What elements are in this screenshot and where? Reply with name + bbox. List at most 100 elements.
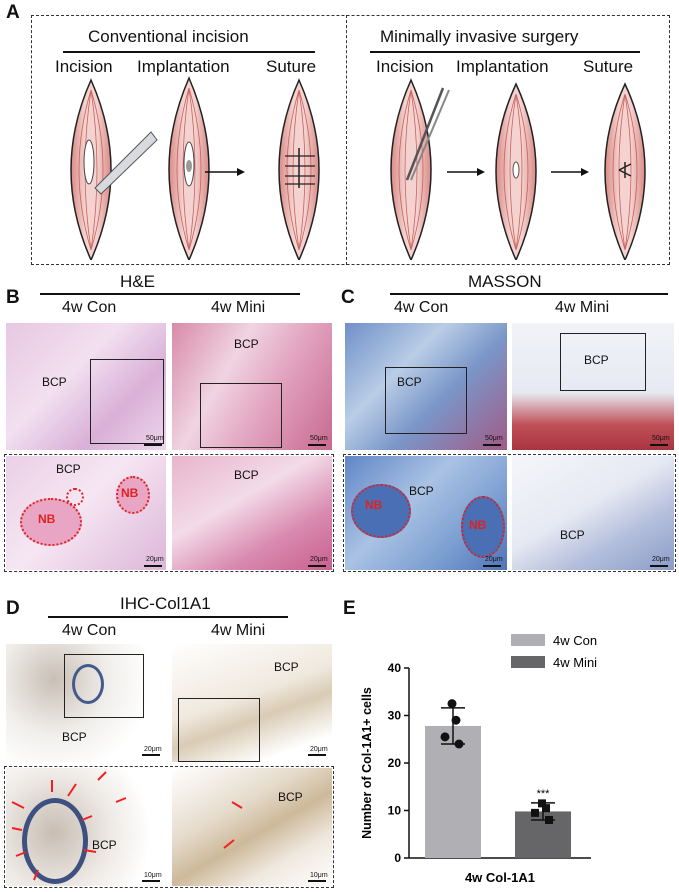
data-point	[454, 739, 464, 749]
masson-con-bottom-scalebar	[483, 565, 501, 567]
panel-a-frame	[31, 15, 670, 265]
he-title: H&E	[120, 272, 155, 291]
he-nb-region-1	[20, 498, 82, 546]
mini-step-suture: Suture	[583, 57, 634, 76]
he-rule	[40, 293, 300, 295]
y-tick-label: 30	[388, 709, 402, 723]
ihc-con-nodule	[72, 664, 104, 704]
legend-label-con: 4w Con	[553, 633, 597, 648]
ihc-con-top-image: BCP 20μm	[6, 644, 166, 762]
panel-a-divider	[346, 15, 347, 265]
he-mini-bottom-scale-label: 20μm	[310, 556, 328, 563]
masson-con-top-image: BCP 50μm	[345, 323, 507, 450]
ihc-title: IHC-Col1A1	[120, 594, 211, 613]
muscle-mini-1	[390, 78, 450, 260]
panel-label-b: B	[6, 287, 20, 308]
muscle-conv-2	[168, 76, 210, 260]
conv-step-incision: Incision	[55, 57, 113, 76]
ihc-con-bottom-nodule	[22, 798, 88, 884]
he-con-top-image: BCP 50μm	[6, 323, 166, 450]
ihc-mini-bottom-image: BCP 10μm	[172, 768, 332, 886]
masson-con-bottom-scale-label: 20μm	[485, 556, 503, 563]
masson-mini-top-scalebar	[650, 444, 668, 446]
panel-label-d: D	[6, 598, 20, 619]
y-axis-label: Number of Col-1A1+ cells	[360, 687, 374, 839]
conv-step-suture: Suture	[266, 57, 317, 76]
data-point	[451, 715, 461, 725]
muscle-mini-2	[495, 82, 537, 260]
ihc-con-zoom-box	[64, 654, 144, 718]
masson-title: MASSON	[468, 272, 542, 291]
ihc-con-bottom-bcp: BCP	[92, 838, 117, 852]
conv-step-implantation: Implantation	[137, 57, 230, 76]
he-mini-bottom-bcp: BCP	[234, 468, 259, 482]
he-con-zoom-box	[90, 359, 164, 444]
ihc-con-bottom-scalebar	[142, 880, 160, 882]
significance-stars: ***	[537, 788, 551, 800]
col1a1-bar-chart: 0 10 20 30 40 Number of Col-1A1+ cells 4w Col-…	[360, 633, 597, 885]
masson-zoom-frame	[343, 454, 676, 572]
ihc-rule	[48, 616, 288, 618]
data-point	[542, 804, 550, 813]
legend-label-mini: 4w Mini	[553, 655, 597, 670]
ihc-mini-top-image: BCP 20μm	[172, 644, 332, 762]
ihc-mini-bottom-scalebar	[308, 880, 326, 882]
he-col-mini: 4w Mini	[211, 299, 266, 316]
ihc-con-arrows	[11, 771, 127, 881]
data-point	[447, 699, 457, 709]
he-nb-label-1: NB	[38, 512, 56, 526]
masson-nb-label-2: NB	[469, 518, 487, 532]
muscle-mini-3	[604, 82, 646, 260]
ihc-mini-bottom-bcp: BCP	[278, 790, 303, 804]
masson-rule	[390, 293, 668, 295]
he-nb-region-3	[66, 488, 84, 506]
masson-mini-bottom-scalebar	[650, 565, 668, 567]
masson-con-top-scalebar	[483, 444, 501, 446]
he-con-top-scale-label: 50μm	[146, 435, 164, 442]
data-point	[440, 732, 450, 742]
panel-label-e: E	[343, 598, 356, 619]
ihc-con-top-bcp: BCP	[62, 730, 87, 744]
ihc-mini-top-scale-label: 20μm	[310, 746, 328, 753]
he-zoom-frame	[4, 454, 334, 572]
ihc-col-con: 4w Con	[62, 622, 117, 639]
he-mini-bottom-scalebar	[308, 565, 326, 567]
he-mini-top-scalebar	[308, 444, 326, 446]
he-nb-label-2: NB	[121, 486, 139, 500]
legend-swatch-con	[511, 634, 545, 646]
ihc-mini-bottom-scale-label: 10μm	[310, 872, 328, 879]
masson-nb-region-2	[461, 496, 505, 558]
data-point	[531, 808, 539, 817]
he-con-bottom-image: NB NB BCP 20μm	[6, 456, 166, 570]
he-col-con: 4w Con	[62, 299, 117, 316]
muscle-conv-1	[70, 78, 158, 260]
mini-step-incision: Incision	[376, 57, 434, 76]
y-tick-label: 0	[394, 851, 401, 865]
ihc-zoom-frame	[4, 766, 334, 888]
masson-mini-top-image: BCP 50μm	[512, 323, 674, 450]
ihc-mini-top-scalebar	[308, 754, 326, 756]
masson-mini-zoom-box	[560, 333, 646, 391]
ihc-col-mini: 4w Mini	[211, 622, 266, 639]
he-con-bottom-scalebar	[144, 565, 162, 567]
masson-con-bottom-image: NB NB BCP 20μm	[345, 456, 507, 570]
masson-mini-bottom-bcp: BCP	[560, 528, 585, 542]
ihc-con-top-scale-label: 20μm	[144, 746, 162, 753]
he-mini-zoom-box	[200, 383, 282, 448]
ihc-mini-zoom-box	[178, 698, 260, 762]
y-tick-label: 20	[388, 756, 402, 770]
masson-col-mini: 4w Mini	[555, 299, 610, 316]
he-mini-bottom-image: BCP 20μm	[172, 456, 332, 570]
data-point	[545, 816, 553, 824]
surgery-schematic	[70, 76, 646, 260]
he-mini-top-scale-label: 50μm	[310, 435, 328, 442]
masson-con-top-scale-label: 50μm	[485, 435, 503, 442]
ihc-mini-arrows	[223, 801, 243, 849]
minimally-invasive-title: Minimally invasive surgery	[380, 27, 579, 46]
conventional-rule	[63, 51, 315, 53]
masson-mini-top-scale-label: 50μm	[652, 435, 670, 442]
bar-con	[425, 725, 481, 858]
he-nb-region-2	[116, 476, 150, 514]
masson-con-top-bcp: BCP	[397, 375, 422, 389]
masson-mini-top-bcp: BCP	[584, 353, 609, 367]
